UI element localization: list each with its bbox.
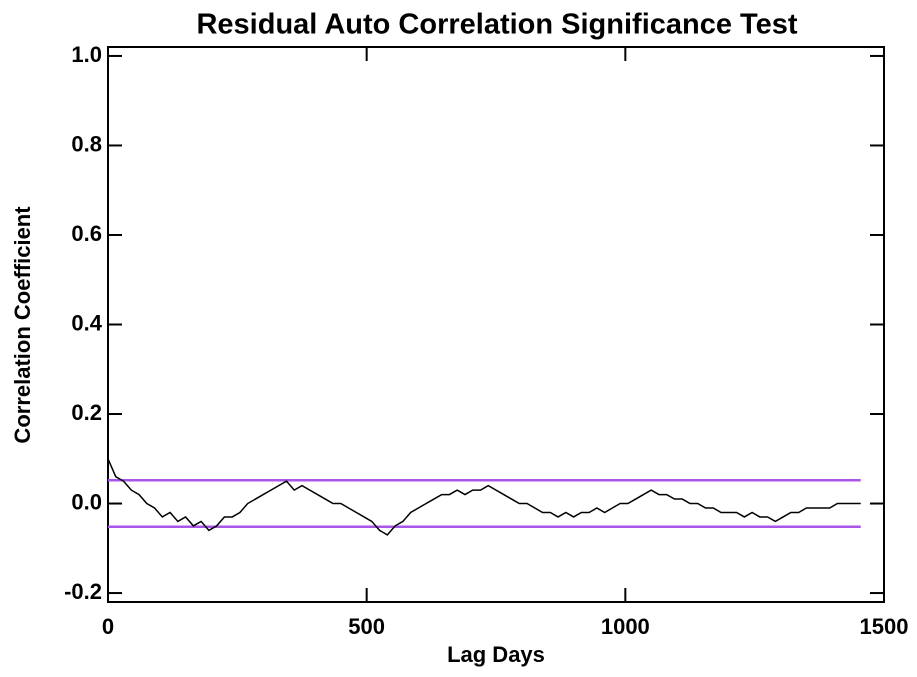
y-tick-label: 0.6 <box>71 221 102 246</box>
y-tick-label: -0.2 <box>64 579 102 604</box>
y-axis-label: Correlation Coefficient <box>10 206 35 444</box>
chart-title: Residual Auto Correlation Significance T… <box>196 9 797 41</box>
x-tick-label: 1000 <box>601 614 650 639</box>
x-tick-label: 1500 <box>860 614 909 639</box>
y-tick-label: 1.0 <box>71 42 102 67</box>
plot-frame <box>107 46 885 603</box>
y-tick-label: 0.8 <box>71 131 102 156</box>
data-line <box>107 458 861 536</box>
x-tick-label: 0 <box>102 614 114 639</box>
y-tick-label: 0.2 <box>71 400 102 425</box>
y-tick-label: 0.4 <box>71 310 102 335</box>
x-axis-label: Lag Days <box>447 642 545 667</box>
y-tick-label: 0.0 <box>71 489 102 514</box>
x-tick-label: 500 <box>348 614 385 639</box>
